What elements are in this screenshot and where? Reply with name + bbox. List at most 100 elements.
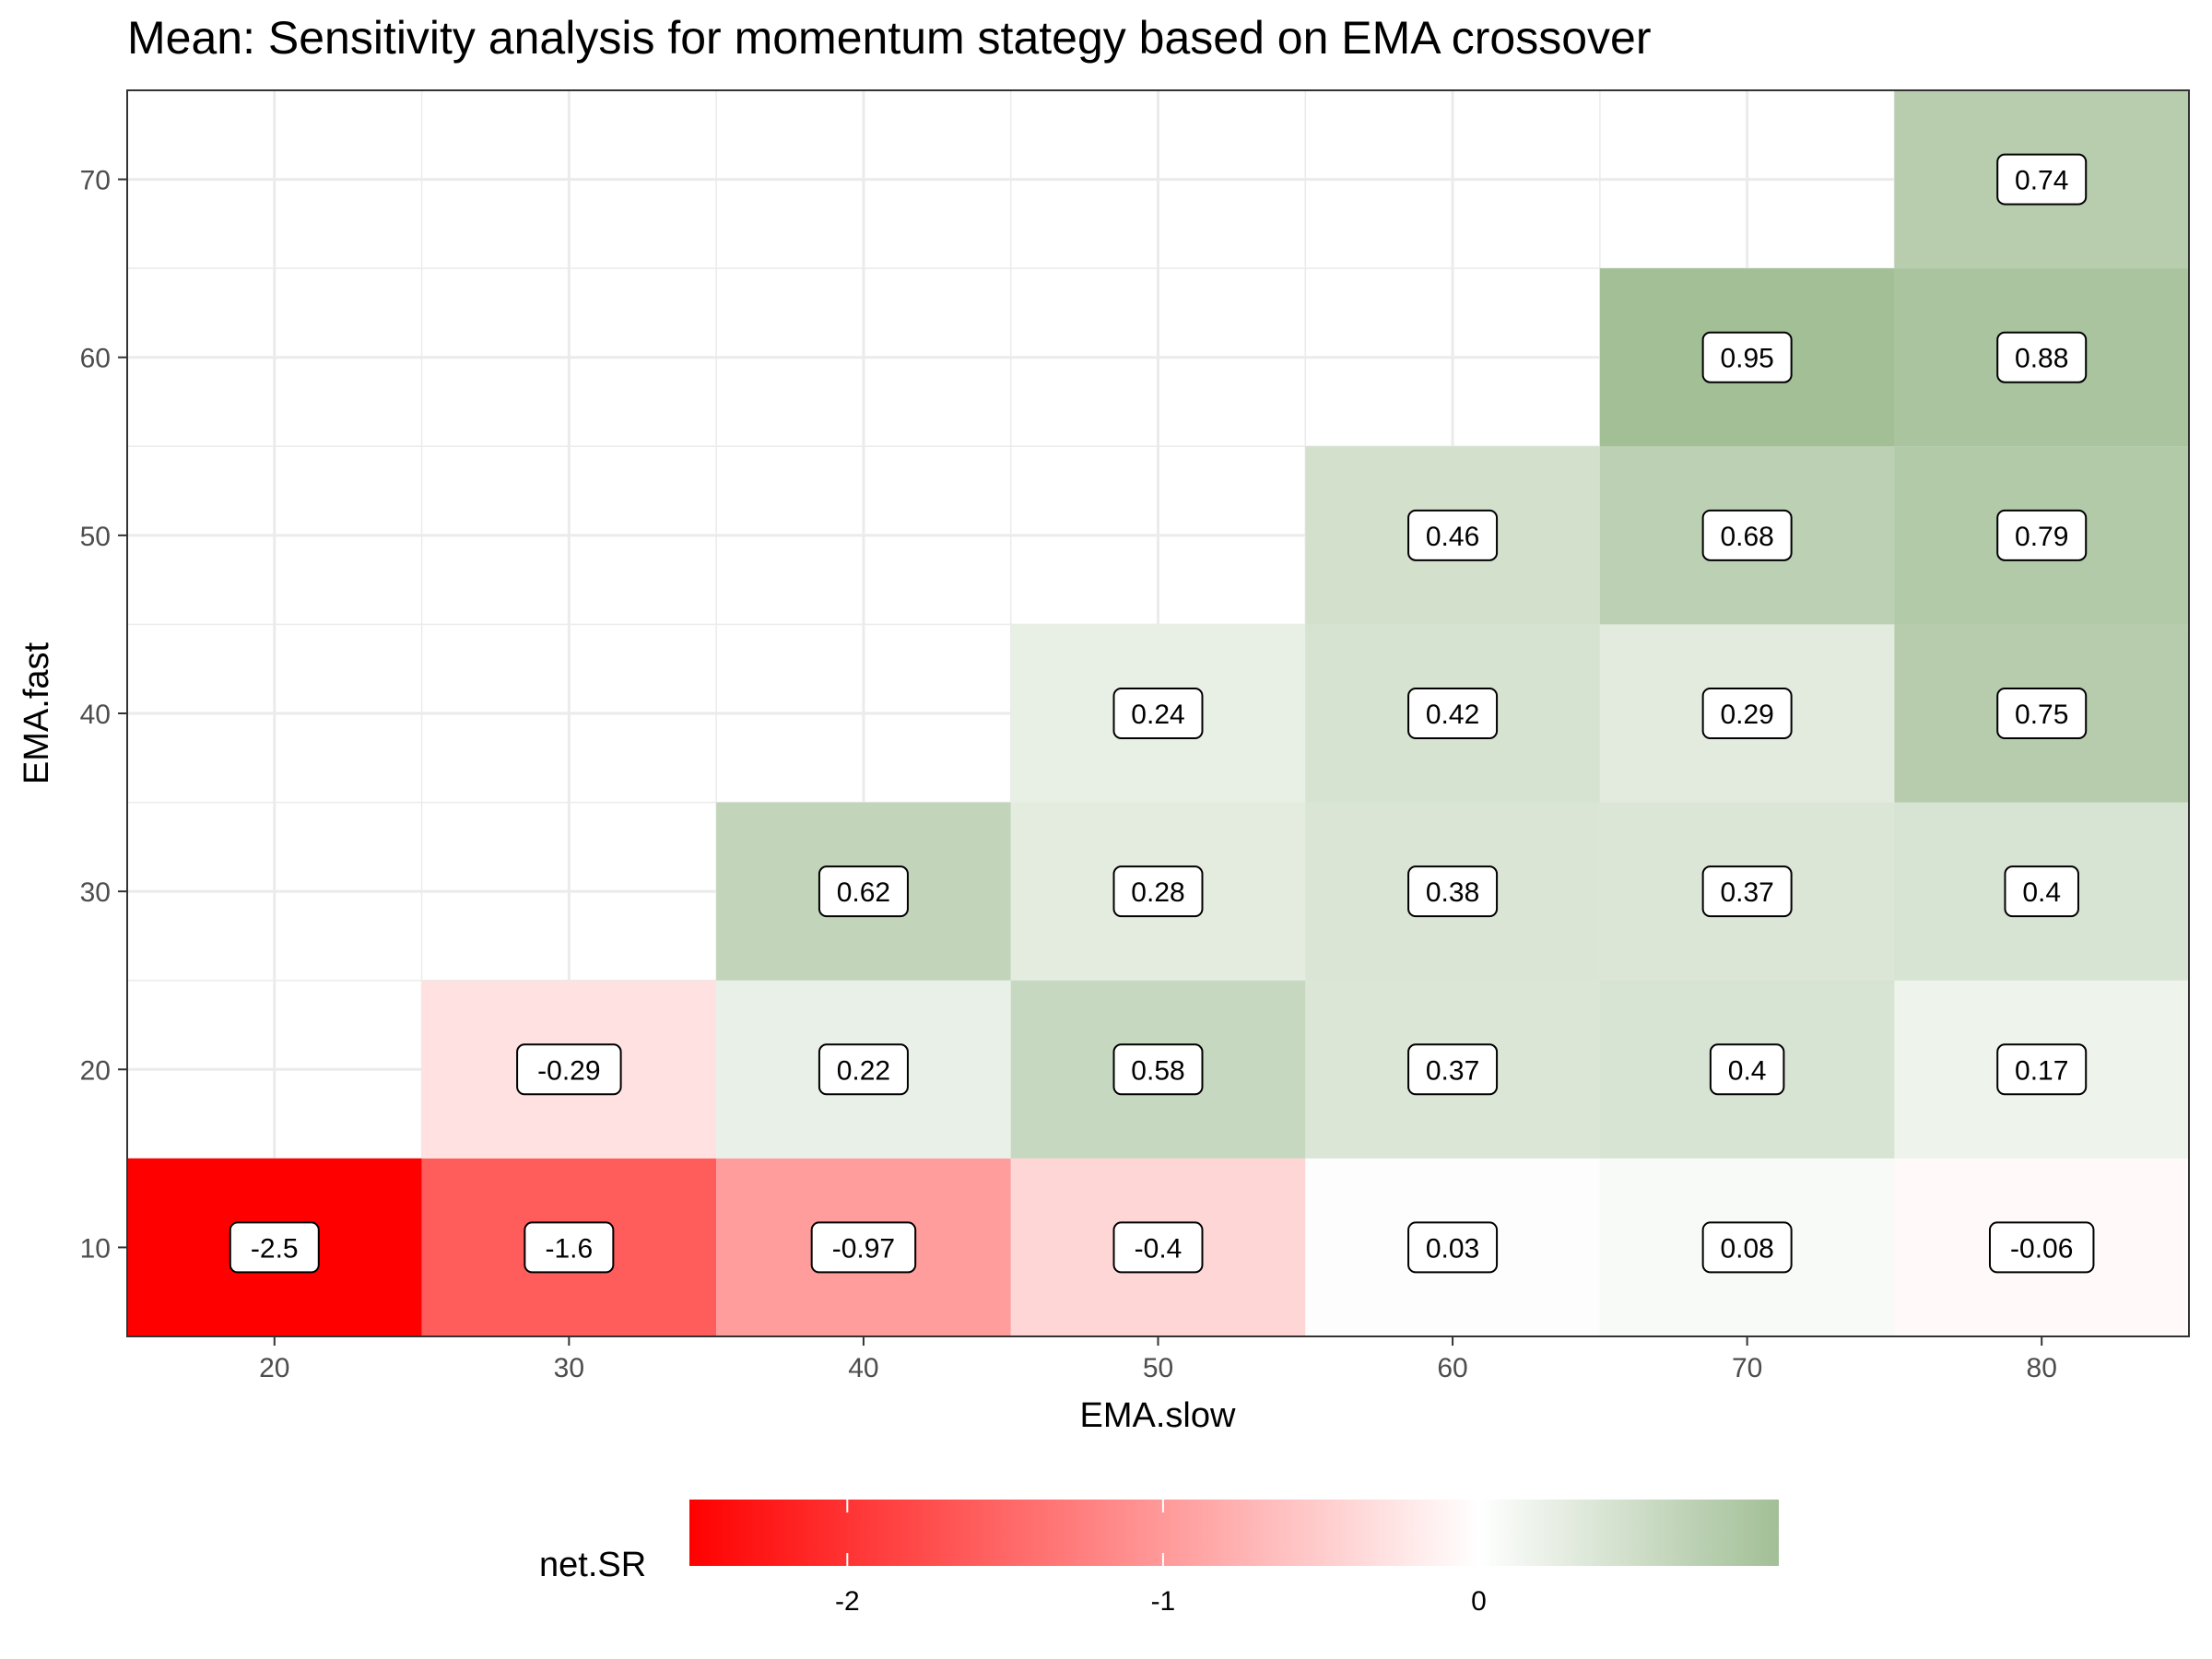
cell-label-text: -0.29 — [537, 1055, 600, 1086]
y-axis: 10 20 30 40 50 60 70 — [80, 166, 127, 1264]
cell-label-text: 0.88 — [2015, 344, 2068, 374]
cell-label: -1.6 — [524, 1221, 615, 1274]
cell-label: -0.4 — [1112, 1221, 1204, 1274]
cell-labels: -2.5 -1.6 -0.97 -0.4 0.03 0.08 -0.06 -0.29 0.22 0… — [229, 153, 2095, 1274]
x-tick-label: 60 — [1437, 1353, 1467, 1383]
cell-label-text: 0.62 — [837, 877, 890, 908]
x-tick-label: 40 — [848, 1353, 878, 1383]
cell-label-box — [1709, 1043, 1785, 1096]
cell-label: 0.68 — [1701, 509, 1793, 561]
cell-label-box — [1996, 688, 2088, 739]
legend-ticks: -2 -1 0 — [835, 1500, 1487, 1617]
cell-label-text: 0.4 — [1728, 1055, 1767, 1086]
cell-label: 0.95 — [1701, 331, 1793, 383]
cell-label-text: 0.37 — [1426, 1055, 1479, 1086]
x-axis: 20 30 40 50 60 70 80 — [259, 1336, 2057, 1383]
cell-label-text: -1.6 — [546, 1233, 594, 1264]
cell-label-box — [524, 1221, 615, 1274]
y-tick-label: 70 — [80, 166, 111, 196]
cell-label-text: 0.08 — [1720, 1233, 1773, 1264]
cell-label-text: 0.17 — [2015, 1055, 2068, 1086]
cell-label: 0.74 — [1996, 153, 2088, 206]
legend-title: net.SR — [539, 1546, 646, 1584]
cell-label-text: 0.58 — [1131, 1055, 1184, 1086]
heatmap-cells — [127, 90, 2189, 1336]
y-tick-label: 20 — [80, 1055, 111, 1086]
cell-label-box — [1996, 331, 2088, 383]
cell-label-text: -0.97 — [832, 1233, 895, 1264]
x-tick-label: 70 — [1732, 1353, 1762, 1383]
cell-label: 0.75 — [1996, 688, 2088, 739]
cell-label-box — [818, 1043, 909, 1096]
x-tick-label: 80 — [2027, 1353, 2057, 1383]
y-tick-label: 10 — [80, 1233, 111, 1264]
x-axis-title: EMA.slow — [1080, 1396, 1236, 1435]
cell-label-text: -2.5 — [251, 1233, 299, 1264]
cell-label-box — [2004, 865, 2079, 918]
cell-label-text: 0.38 — [1426, 877, 1479, 908]
cell-label: -0.29 — [516, 1043, 622, 1096]
cell-label-box — [1407, 1043, 1499, 1096]
y-tick-label: 50 — [80, 522, 111, 552]
cell-label: 0.28 — [1112, 865, 1204, 918]
cell-label-box — [516, 1043, 622, 1096]
y-axis-title: EMA.fast — [18, 641, 56, 784]
cell-label-text: 0.24 — [1131, 700, 1184, 730]
cell-label-text: -0.4 — [1135, 1233, 1182, 1264]
cell-label-box — [1988, 1221, 2095, 1274]
cell-label: 0.42 — [1407, 688, 1499, 739]
cell-label-box — [1996, 1043, 2088, 1096]
cell-label: 0.29 — [1701, 688, 1793, 739]
y-tick-label: 40 — [80, 700, 111, 730]
cell-label: 0.03 — [1407, 1221, 1499, 1274]
cell-label-box — [1407, 865, 1499, 918]
cell-label-box — [1112, 688, 1204, 739]
cell-label-box — [1407, 688, 1499, 739]
y-tick-label: 60 — [80, 344, 111, 374]
cell-label-box — [1701, 865, 1793, 918]
cell-label: -0.06 — [1988, 1221, 2095, 1274]
cell-label: 0.62 — [818, 865, 909, 918]
cell-label-text: 0.29 — [1720, 700, 1773, 730]
color-legend: net.SR -2 -1 0 — [539, 1500, 1779, 1617]
cell-label: 0.22 — [818, 1043, 909, 1096]
cell-label-box — [1701, 1221, 1793, 1274]
cell-label-box — [229, 1221, 320, 1274]
cell-label-box — [1701, 688, 1793, 739]
cell-label-text: 0.03 — [1426, 1233, 1479, 1264]
x-tick-label: 20 — [259, 1353, 289, 1383]
cell-label-box — [1996, 509, 2088, 561]
cell-label-text: 0.74 — [2015, 166, 2068, 196]
cell-label-box — [1112, 1221, 1204, 1274]
cell-label: 0.46 — [1407, 509, 1499, 561]
cell-label-text: 0.79 — [2015, 522, 2068, 552]
cell-label-text: 0.22 — [837, 1055, 890, 1086]
cell-label: 0.17 — [1996, 1043, 2088, 1096]
cell-label: -0.97 — [810, 1221, 917, 1274]
cell-label: 0.38 — [1407, 865, 1499, 918]
chart-title: Mean: Sensitivity analysis for momentum … — [127, 12, 1652, 64]
legend-tick-label: 0 — [1471, 1586, 1487, 1617]
cell-label: 0.79 — [1996, 509, 2088, 561]
legend-colorbar — [689, 1500, 1779, 1566]
y-tick-label: 30 — [80, 877, 111, 908]
x-tick-label: 30 — [554, 1353, 584, 1383]
cell-label-box — [1112, 865, 1204, 918]
cell-label: 0.4 — [1709, 1043, 1785, 1096]
cell-label: 0.37 — [1407, 1043, 1499, 1096]
cell-label-text: -0.06 — [2010, 1233, 2073, 1264]
cell-label-text: 0.95 — [1720, 344, 1773, 374]
cell-label: 0.58 — [1112, 1043, 1204, 1096]
cell-label: 0.24 — [1112, 688, 1204, 739]
cell-label-box — [818, 865, 909, 918]
cell-label-box — [1407, 1221, 1499, 1274]
cell-label-text: 0.37 — [1720, 877, 1773, 908]
cell-label-box — [1407, 509, 1499, 561]
cell-label-text: 0.46 — [1426, 522, 1479, 552]
legend-tick-label: -2 — [835, 1586, 860, 1617]
cell-label-box — [1112, 1043, 1204, 1096]
cell-label: 0.08 — [1701, 1221, 1793, 1274]
cell-label-box — [810, 1221, 917, 1274]
cell-label-box — [1996, 153, 2088, 206]
